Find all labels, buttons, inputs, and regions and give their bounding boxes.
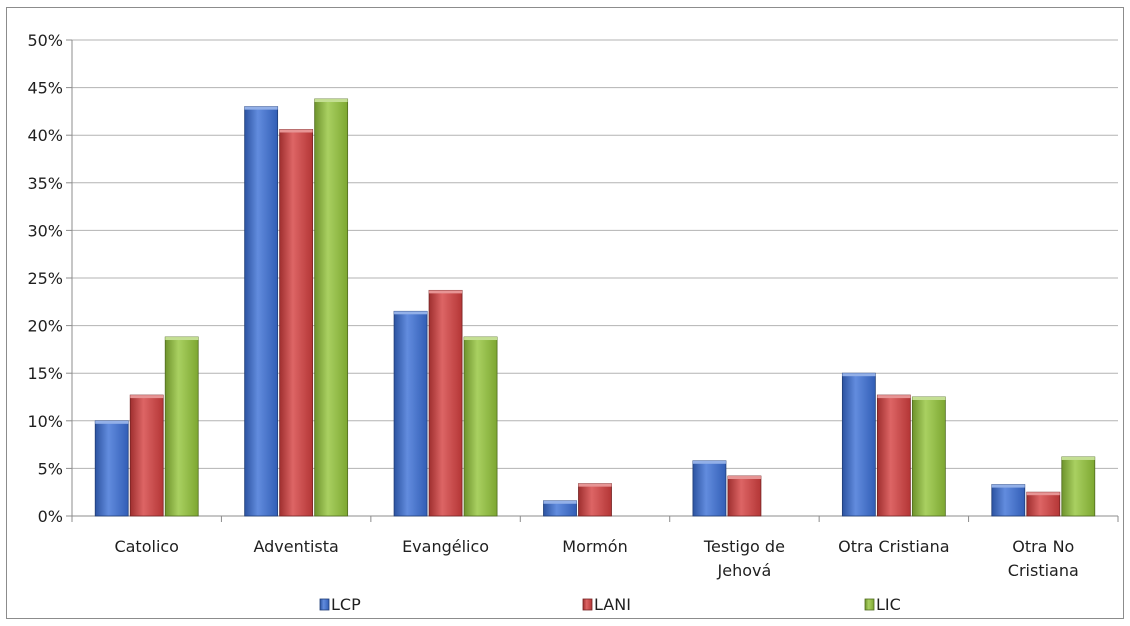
- bar-top-highlight: [692, 460, 726, 464]
- bar-top-highlight: [1026, 492, 1060, 496]
- y-tick-label: 50%: [27, 31, 63, 50]
- legend-label-lcp: LCP: [331, 595, 361, 614]
- y-tick-label: 30%: [27, 221, 63, 240]
- x-tick-label: Jehová: [717, 561, 772, 580]
- bar-lcp: [94, 420, 129, 517]
- legend-swatch-lani: [582, 598, 593, 611]
- x-tick-label: Evangélico: [402, 537, 489, 556]
- y-tick-label: 35%: [27, 174, 63, 193]
- x-tick-label: Mormón: [562, 537, 627, 556]
- bar-lcp: [841, 372, 876, 517]
- bar-lani: [279, 129, 314, 517]
- bar-top-highlight: [877, 395, 911, 399]
- bar-lani: [428, 289, 463, 517]
- bar-lcp: [692, 460, 727, 517]
- bar-lcp: [244, 106, 279, 517]
- legend-label-lani: LANI: [594, 595, 631, 614]
- bar-top-highlight: [578, 483, 612, 487]
- bar-top-highlight: [543, 500, 577, 504]
- x-tick-label: Otra No: [1012, 537, 1074, 556]
- y-tick-label: 15%: [27, 364, 63, 383]
- y-tick-label: 45%: [27, 79, 63, 98]
- bar-lic: [314, 98, 349, 517]
- bar-top-highlight: [130, 395, 164, 399]
- x-tick-label: Otra Cristiana: [838, 537, 949, 556]
- bar-top-highlight: [842, 373, 876, 377]
- bar-lcp: [991, 484, 1026, 517]
- bar-top-highlight: [165, 337, 199, 341]
- bar-top-highlight: [244, 106, 278, 110]
- bar-top-highlight: [1061, 456, 1095, 460]
- bar-top-highlight: [429, 290, 463, 294]
- bar-lcp: [393, 310, 428, 517]
- y-tick-label: 20%: [27, 317, 63, 336]
- bar-lani: [727, 475, 762, 517]
- y-tick-label: 0%: [38, 507, 63, 526]
- bar-lic: [911, 396, 946, 517]
- bar-lic: [164, 336, 199, 517]
- bar-top-highlight: [464, 337, 498, 341]
- chart-frame: [6, 7, 1124, 619]
- x-tick-label: Adventista: [253, 537, 338, 556]
- bar-top-highlight: [95, 420, 129, 424]
- bar-top-highlight: [991, 484, 1025, 488]
- legend-swatch-lic: [864, 598, 875, 611]
- bar-lani: [876, 394, 911, 517]
- bar-top-highlight: [279, 129, 313, 133]
- bar-lani: [1026, 491, 1061, 517]
- y-tick-label: 10%: [27, 412, 63, 431]
- bar-lani: [578, 483, 612, 517]
- y-tick-label: 25%: [27, 269, 63, 288]
- x-tick-label: Testigo de: [703, 537, 785, 556]
- bar-top-highlight: [394, 311, 428, 315]
- bar-lic: [463, 336, 498, 517]
- x-tick-label: Cristiana: [1008, 561, 1079, 580]
- legend-label-lic: LIC: [876, 595, 901, 614]
- bar-top-highlight: [314, 99, 348, 103]
- y-tick-label: 5%: [38, 459, 63, 478]
- x-tick-label: Catolico: [114, 537, 179, 556]
- bar-top-highlight: [912, 397, 946, 400]
- y-tick-label: 40%: [27, 126, 63, 145]
- bar-lic: [1061, 456, 1096, 517]
- legend-swatch-lcp: [319, 598, 330, 611]
- bar-top-highlight: [727, 476, 761, 480]
- bar-lani: [129, 394, 164, 517]
